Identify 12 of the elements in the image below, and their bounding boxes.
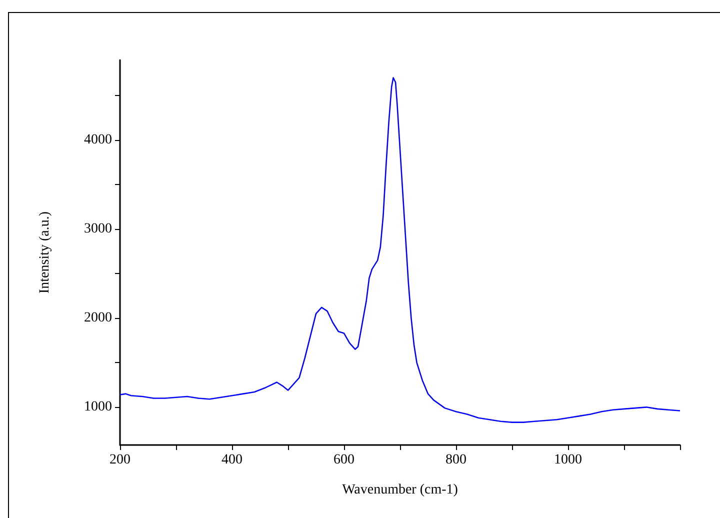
x-tick-label: 400	[222, 452, 242, 468]
x-tick-label: 200	[110, 452, 130, 468]
y-axis-title: Intensity (a.u.)	[38, 211, 52, 294]
x-tick-label: 600	[334, 452, 354, 468]
x-tick-label: 800	[446, 452, 466, 468]
line-series	[119, 77, 681, 423]
x-axis-title: Wavenumber (cm-1)	[342, 482, 458, 498]
x-tick-label: 1000	[554, 452, 582, 468]
y-tick-label: 4000	[84, 132, 112, 148]
y-tick-label: 2000	[84, 310, 112, 326]
y-tick-label: 3000	[84, 222, 112, 237]
y-tick-label: 1000	[84, 400, 112, 415]
